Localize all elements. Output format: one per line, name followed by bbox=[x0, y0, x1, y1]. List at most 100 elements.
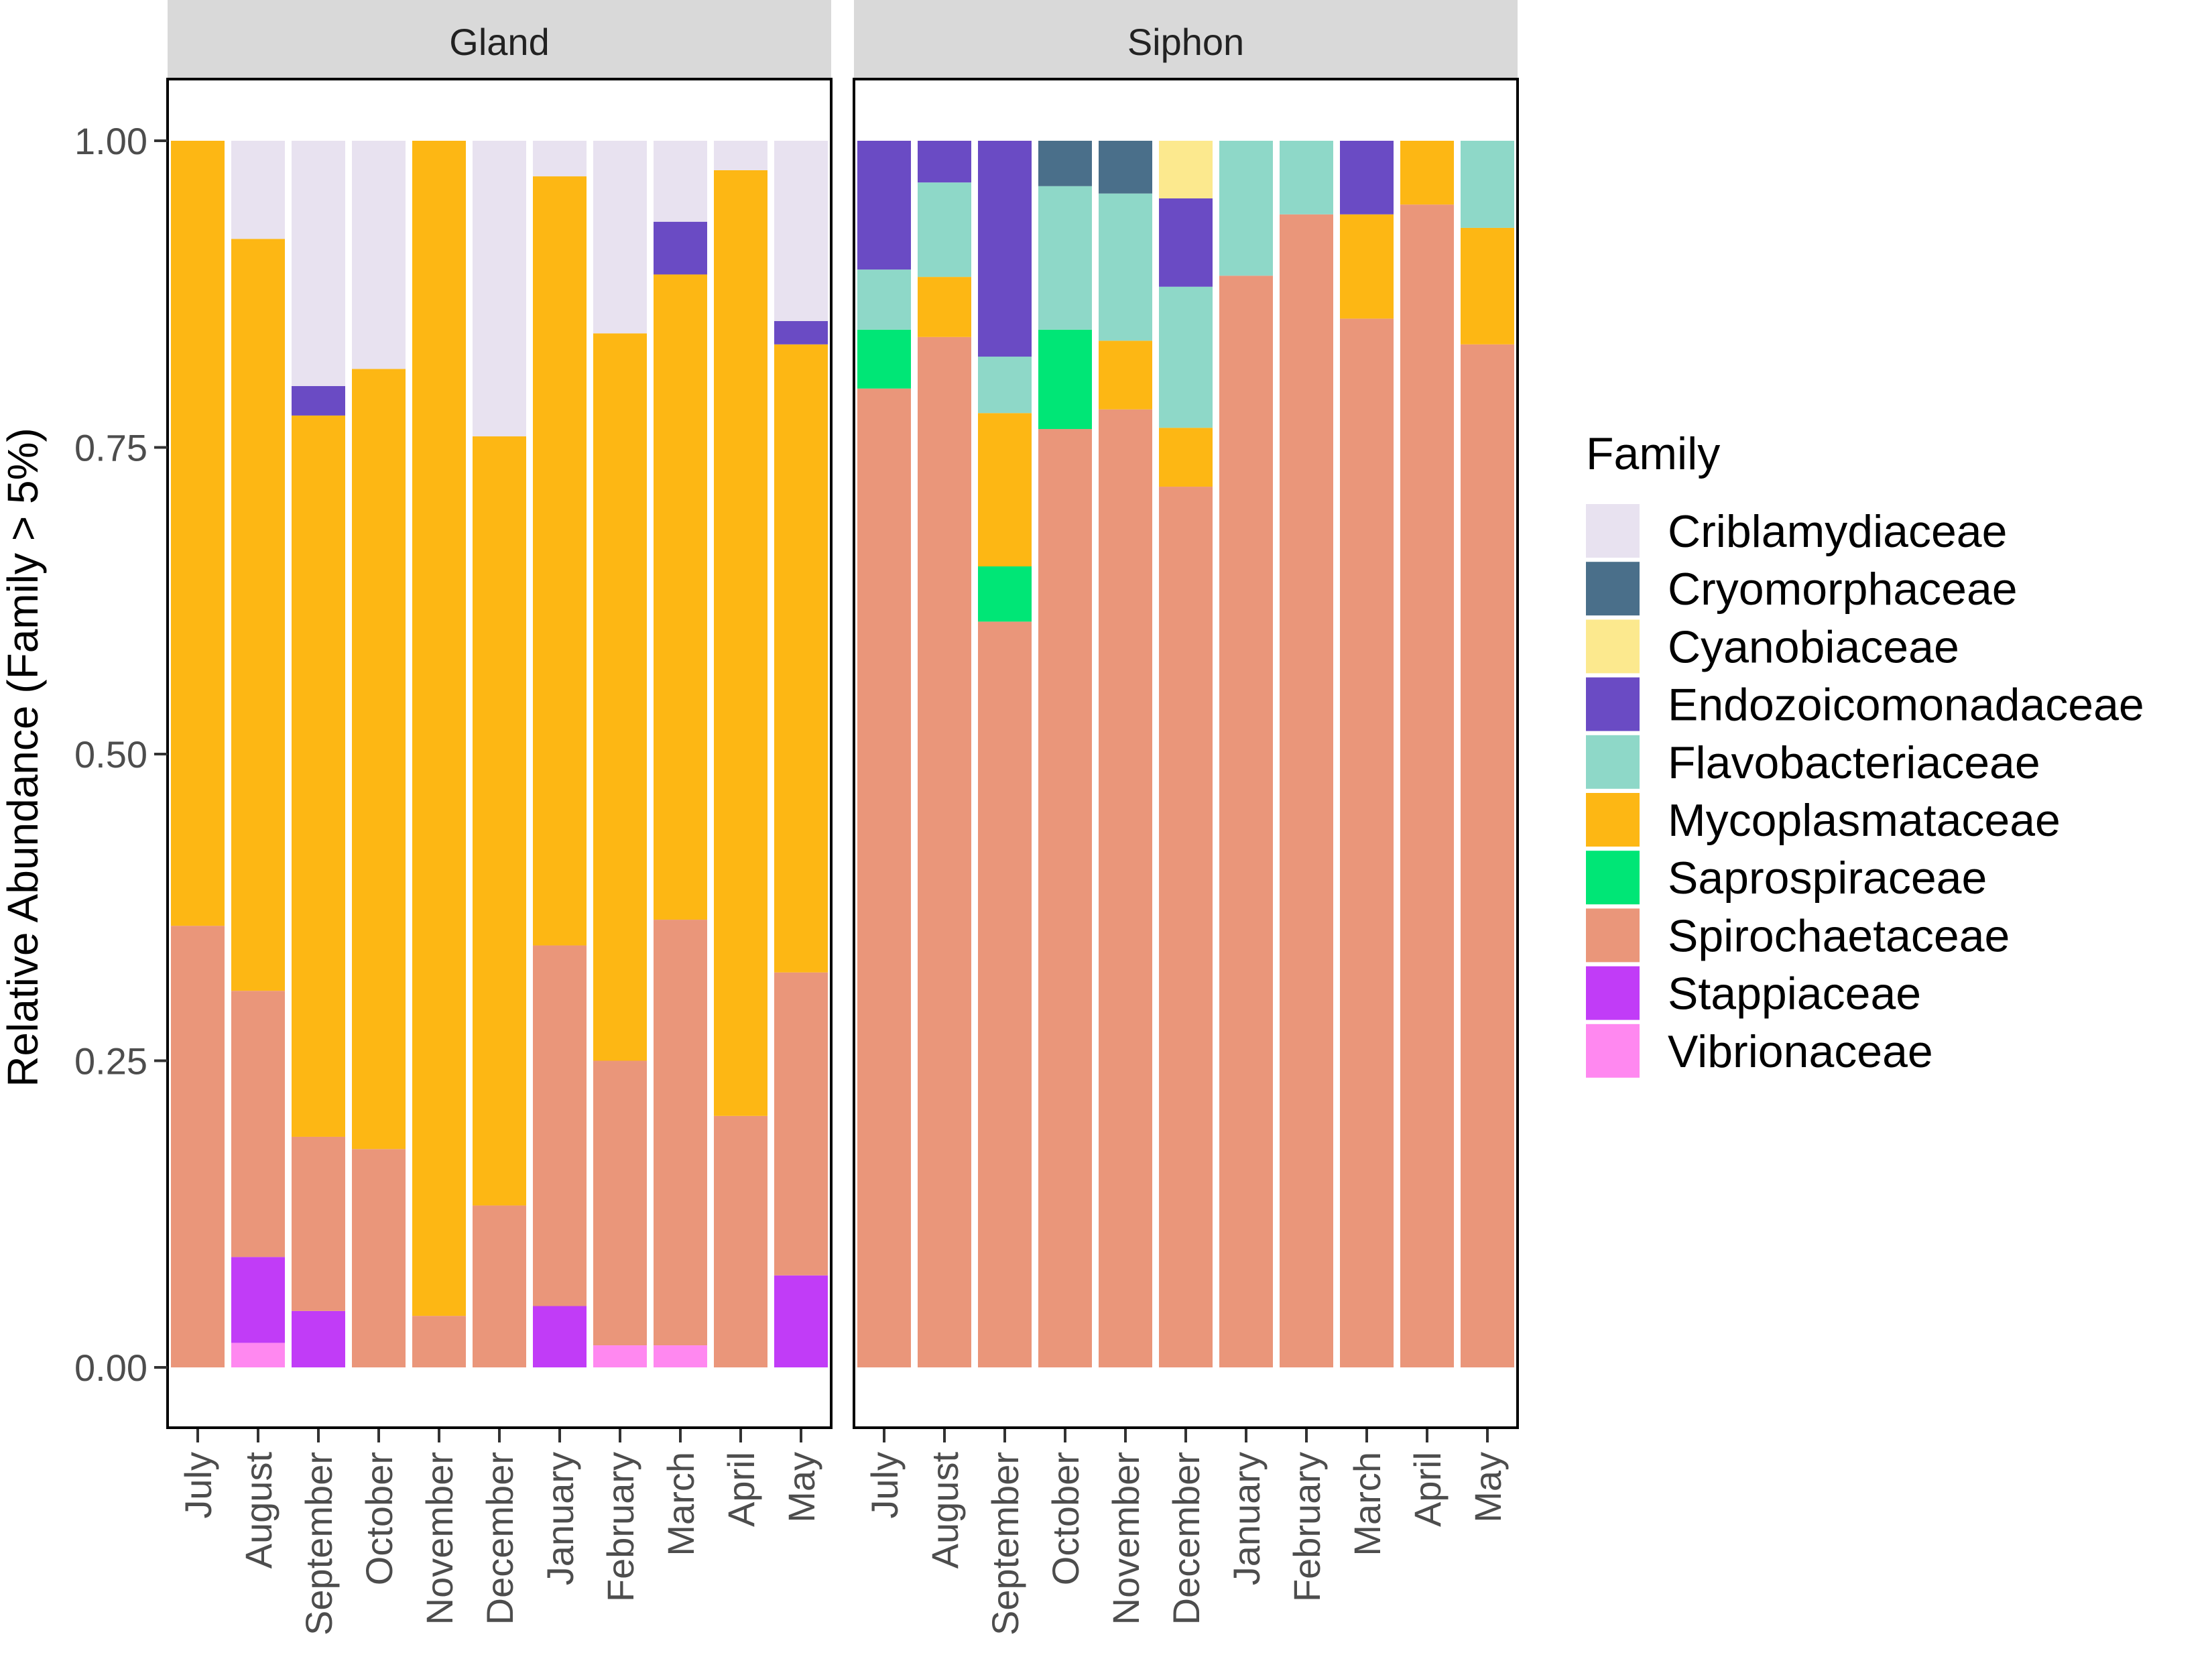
bar-segment-mycoplasmataceae bbox=[1400, 141, 1454, 205]
y-tick-label: 0.25 bbox=[74, 1040, 147, 1083]
bar-segment-spirochaetaceae bbox=[1099, 409, 1152, 1367]
legend-label: Stappiaceae bbox=[1668, 969, 1921, 1020]
bar-segment-spirochaetaceae bbox=[978, 621, 1032, 1367]
bar-segment-flavobacteriaceae bbox=[1280, 141, 1333, 214]
bar-segment-cryomorphaceae bbox=[1099, 141, 1152, 194]
legend-item-saprospiraceae: Saprospiraceae bbox=[1586, 851, 1987, 905]
bar-segment-criblamydiaceae bbox=[714, 141, 767, 170]
x-tick-label: September bbox=[984, 1452, 1026, 1636]
bar-segment-flavobacteriaceae bbox=[1099, 193, 1152, 341]
panel-strip-label: Gland bbox=[449, 21, 549, 63]
bar-february bbox=[1280, 141, 1333, 1367]
bar-segment-mycoplasmataceae bbox=[292, 415, 345, 1137]
x-tick-label: May bbox=[780, 1452, 822, 1523]
bar-segment-endozoicomonadaceae bbox=[857, 141, 911, 270]
bar-segment-mycoplasmataceae bbox=[1340, 214, 1394, 319]
bar-april bbox=[1400, 141, 1454, 1367]
bars bbox=[857, 141, 1514, 1368]
bar-segment-spirochaetaceae bbox=[231, 991, 285, 1257]
bar-segment-vibrionaceae bbox=[231, 1343, 285, 1367]
x-tick-label: July bbox=[177, 1452, 219, 1519]
bar-segment-saprospiraceae bbox=[978, 566, 1032, 622]
bar-may bbox=[1461, 141, 1514, 1367]
bar-may bbox=[774, 141, 828, 1367]
bar-january bbox=[1219, 141, 1273, 1367]
legend-item-stappiaceae: Stappiaceae bbox=[1586, 966, 1921, 1020]
bar-segment-spirochaetaceae bbox=[1340, 318, 1394, 1368]
x-tick-label: October bbox=[1044, 1452, 1087, 1585]
legend-item-criblamydiaceae: Criblamydiaceae bbox=[1586, 504, 2007, 558]
bar-segment-cyanobiaceae bbox=[1159, 141, 1213, 199]
bar-segment-flavobacteriaceae bbox=[918, 182, 971, 278]
x-tick-label: December bbox=[479, 1452, 521, 1625]
bar-segment-stappiaceae bbox=[231, 1257, 285, 1343]
bar-segment-spirochaetaceae bbox=[1038, 429, 1092, 1367]
bar-segment-mycoplasmataceae bbox=[1461, 227, 1514, 345]
y-axis: 0.00 0.25 0.50 0.75 1.00 bbox=[74, 120, 168, 1389]
legend-item-cryomorphaceae: Cryomorphaceae bbox=[1586, 562, 2018, 616]
bar-segment-flavobacteriaceae bbox=[1461, 141, 1514, 228]
bar-october bbox=[352, 141, 406, 1367]
x-tick-label: March bbox=[1346, 1452, 1388, 1556]
y-tick-label: 0.00 bbox=[74, 1347, 147, 1389]
bar-september bbox=[978, 141, 1032, 1367]
bar-segment-mycoplasmataceae bbox=[1159, 428, 1213, 487]
x-tick-label: August bbox=[924, 1452, 966, 1569]
legend-key bbox=[1586, 908, 1640, 963]
bar-september bbox=[292, 141, 345, 1367]
bar-segment-spirochaetaceae bbox=[857, 388, 911, 1368]
bar-december bbox=[473, 141, 526, 1367]
bar-segment-mycoplasmataceae bbox=[533, 176, 587, 946]
legend-items: Criblamydiaceae Cryomorphaceae Cyanobiacea… bbox=[1586, 504, 2144, 1078]
bar-segment-endozoicomonadaceae bbox=[978, 141, 1032, 357]
bar-segment-cryomorphaceae bbox=[1038, 141, 1092, 186]
x-tick-label: February bbox=[1286, 1452, 1328, 1602]
legend-key bbox=[1586, 562, 1640, 616]
bar-segment-mycoplasmataceae bbox=[918, 277, 971, 337]
y-tick-label: 0.50 bbox=[74, 733, 147, 776]
bar-segment-stappiaceae bbox=[533, 1306, 587, 1367]
bar-segment-spirochaetaceae bbox=[1461, 344, 1514, 1367]
legend-label: Endozoicomonadaceae bbox=[1668, 680, 2144, 731]
bar-segment-spirochaetaceae bbox=[918, 336, 971, 1367]
legend-label: Vibrionaceae bbox=[1668, 1026, 1933, 1077]
bar-segment-spirochaetaceae bbox=[714, 1115, 767, 1367]
legend-label: Saprospiraceae bbox=[1668, 853, 1987, 904]
bar-segment-criblamydiaceae bbox=[352, 141, 406, 369]
bar-segment-stappiaceae bbox=[292, 1310, 345, 1367]
bar-march bbox=[654, 141, 707, 1367]
bar-february bbox=[593, 141, 647, 1367]
legend-label: Mycoplasmataceae bbox=[1668, 795, 2061, 846]
legend-label: Spirochaetaceae bbox=[1668, 910, 2010, 961]
legend-key bbox=[1586, 735, 1640, 789]
legend-item-flavobacteriaceae: Flavobacteriaceae bbox=[1586, 735, 2040, 789]
legend-label: Cyanobiaceae bbox=[1668, 621, 1959, 672]
bar-segment-criblamydiaceae bbox=[473, 141, 526, 437]
bar-segment-spirochaetaceae bbox=[292, 1136, 345, 1311]
bar-segment-spirochaetaceae bbox=[412, 1316, 466, 1367]
x-tick-label: February bbox=[599, 1452, 641, 1602]
legend-key bbox=[1586, 504, 1640, 558]
legend-item-cyanobiaceae: Cyanobiaceae bbox=[1586, 619, 1959, 674]
bar-segment-saprospiraceae bbox=[857, 329, 911, 389]
bar-segment-flavobacteriaceae bbox=[857, 269, 911, 330]
bar-segment-endozoicomonadaceae bbox=[292, 386, 345, 416]
legend-key bbox=[1586, 1024, 1640, 1078]
panel-strip bbox=[854, 0, 1518, 79]
bar-segment-mycoplasmataceae bbox=[352, 369, 406, 1150]
bar-segment-stappiaceae bbox=[774, 1275, 828, 1367]
bar-segment-mycoplasmataceae bbox=[593, 333, 647, 1061]
bar-segment-mycoplasmataceae bbox=[231, 239, 285, 991]
bar-november bbox=[1099, 141, 1152, 1367]
legend-key bbox=[1586, 966, 1640, 1020]
bar-segment-flavobacteriaceae bbox=[1219, 141, 1273, 276]
bar-segment-spirochaetaceae bbox=[1159, 487, 1213, 1367]
bar-segment-mycoplasmataceae bbox=[473, 436, 526, 1206]
legend-key bbox=[1586, 677, 1640, 731]
bar-august bbox=[231, 141, 285, 1367]
bar-segment-criblamydiaceae bbox=[593, 141, 647, 334]
bar-segment-mycoplasmataceae bbox=[714, 170, 767, 1116]
legend-label: Flavobacteriaceae bbox=[1668, 737, 2040, 788]
bar-segment-mycoplasmataceae bbox=[1099, 341, 1152, 410]
legend: Family Criblamydiaceae Cryomorphaceae Cyan… bbox=[1586, 428, 2144, 1078]
